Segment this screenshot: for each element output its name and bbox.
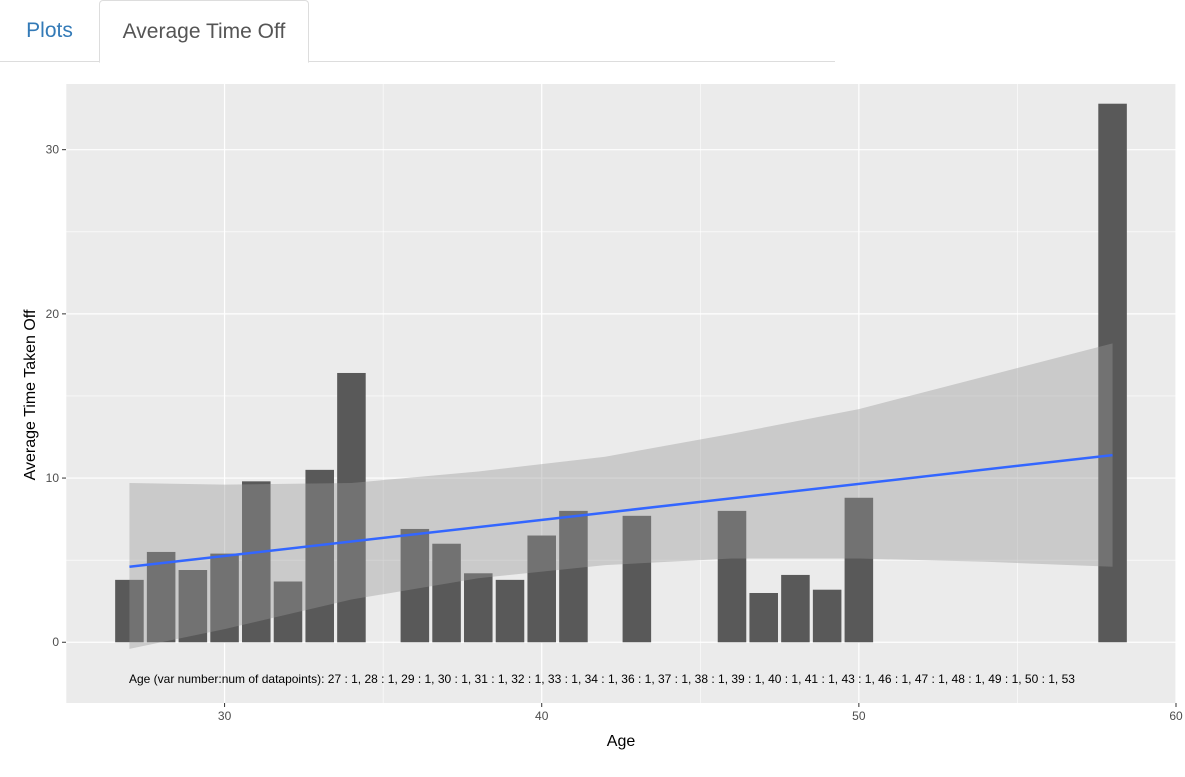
y-tick-label: 20 (46, 307, 60, 321)
bar (273, 581, 303, 643)
bar (559, 510, 588, 643)
y-tick-label: 0 (52, 635, 59, 649)
x-tick-label: 50 (852, 709, 866, 723)
trend-line (129, 453, 1113, 568)
bar (305, 469, 334, 643)
bar (527, 535, 556, 643)
bar (432, 543, 461, 643)
tab-plots[interactable]: Plots (26, 19, 73, 42)
bar (115, 579, 144, 643)
grid-minor (65, 84, 1176, 703)
bar (812, 589, 842, 643)
bar (844, 497, 874, 643)
datapoint-annotation: Age (var number:num of datapoints): 27 :… (129, 672, 1075, 686)
x-axis: 30 40 50 60 (218, 703, 1183, 723)
confidence-band (129, 343, 1113, 649)
bar (1098, 103, 1127, 643)
bar (749, 592, 778, 643)
bar (781, 574, 810, 643)
x-tick-label: 40 (535, 709, 549, 723)
y-axis-title: Average Time Taken Off (22, 309, 39, 480)
y-tick-label: 30 (46, 143, 60, 157)
x-tick-label: 30 (218, 709, 232, 723)
tab-average-time-off[interactable]: Average Time Off (99, 0, 309, 63)
bar (400, 528, 430, 643)
bar (464, 573, 493, 643)
x-axis-title: Age (607, 733, 636, 750)
bar (210, 553, 239, 643)
tab-bar: Plots Average Time Off (0, 0, 835, 63)
bar (146, 551, 176, 643)
bar (495, 579, 525, 643)
bar (622, 515, 652, 643)
bar (242, 481, 271, 643)
y-tick-label: 10 (46, 471, 60, 485)
bar (178, 570, 208, 643)
average-time-off-chart: Age (var number:num of datapoints): 27 :… (22, 84, 1183, 750)
bar (717, 510, 747, 643)
bars (115, 103, 1127, 643)
bar (337, 372, 366, 643)
y-axis: 0 10 20 30 (46, 143, 66, 649)
x-tick-label: 60 (1169, 709, 1183, 723)
